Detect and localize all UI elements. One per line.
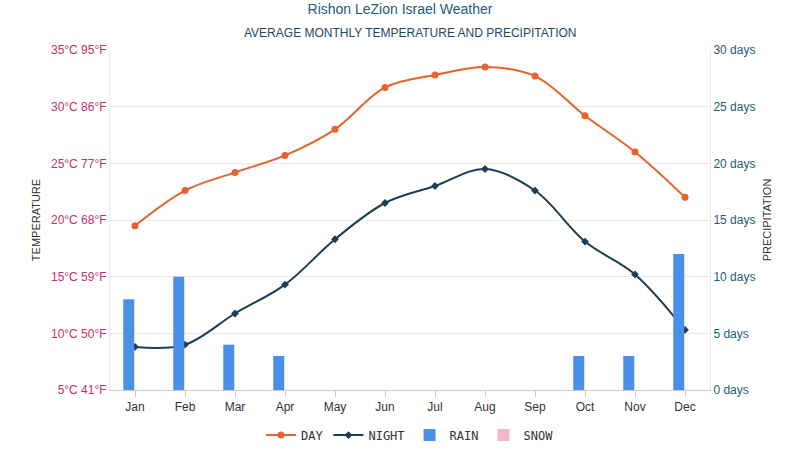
svg-text:PRECIPITATION: PRECIPITATION [761, 179, 773, 262]
svg-text:20 days: 20 days [713, 157, 755, 171]
svg-text:0 days: 0 days [713, 383, 748, 397]
svg-text:Oct: Oct [576, 400, 595, 414]
svg-text:Feb: Feb [175, 400, 196, 414]
svg-text:15°C 59°F: 15°C 59°F [51, 270, 107, 284]
svg-text:5°C 41°F: 5°C 41°F [58, 383, 107, 397]
svg-text:Dec: Dec [674, 400, 695, 414]
svg-text:AVERAGE MONTHLY TEMPERATURE AN: AVERAGE MONTHLY TEMPERATURE AND PRECIPIT… [244, 26, 577, 40]
svg-text:30 days: 30 days [713, 43, 755, 57]
svg-text:10°C 50°F: 10°C 50°F [51, 327, 107, 341]
svg-text:Rishon LeZion Israel Weather: Rishon LeZion Israel Weather [308, 1, 493, 17]
svg-text:Jul: Jul [427, 400, 442, 414]
svg-text:Apr: Apr [276, 400, 295, 414]
svg-text:Mar: Mar [225, 400, 246, 414]
svg-text:20°C 68°F: 20°C 68°F [51, 213, 107, 227]
svg-text:Nov: Nov [624, 400, 645, 414]
svg-text:Jun: Jun [375, 400, 394, 414]
svg-text:Aug: Aug [474, 400, 495, 414]
svg-text:TEMPERATURE: TEMPERATURE [30, 179, 42, 261]
svg-text:RAIN: RAIN [450, 429, 479, 443]
svg-text:35°C 95°F: 35°C 95°F [51, 43, 107, 57]
svg-text:DAY: DAY [301, 429, 323, 443]
svg-text:25 days: 25 days [713, 100, 755, 114]
svg-text:15 days: 15 days [713, 213, 755, 227]
svg-text:Jan: Jan [125, 400, 144, 414]
svg-text:5 days: 5 days [713, 327, 748, 341]
svg-text:Sep: Sep [524, 400, 546, 414]
svg-text:25°C 77°F: 25°C 77°F [51, 157, 107, 171]
svg-text:30°C 86°F: 30°C 86°F [51, 100, 107, 114]
svg-text:May: May [324, 400, 347, 414]
svg-text:SNOW: SNOW [523, 429, 553, 443]
svg-text:10 days: 10 days [713, 270, 755, 284]
svg-text:NIGHT: NIGHT [368, 429, 404, 443]
